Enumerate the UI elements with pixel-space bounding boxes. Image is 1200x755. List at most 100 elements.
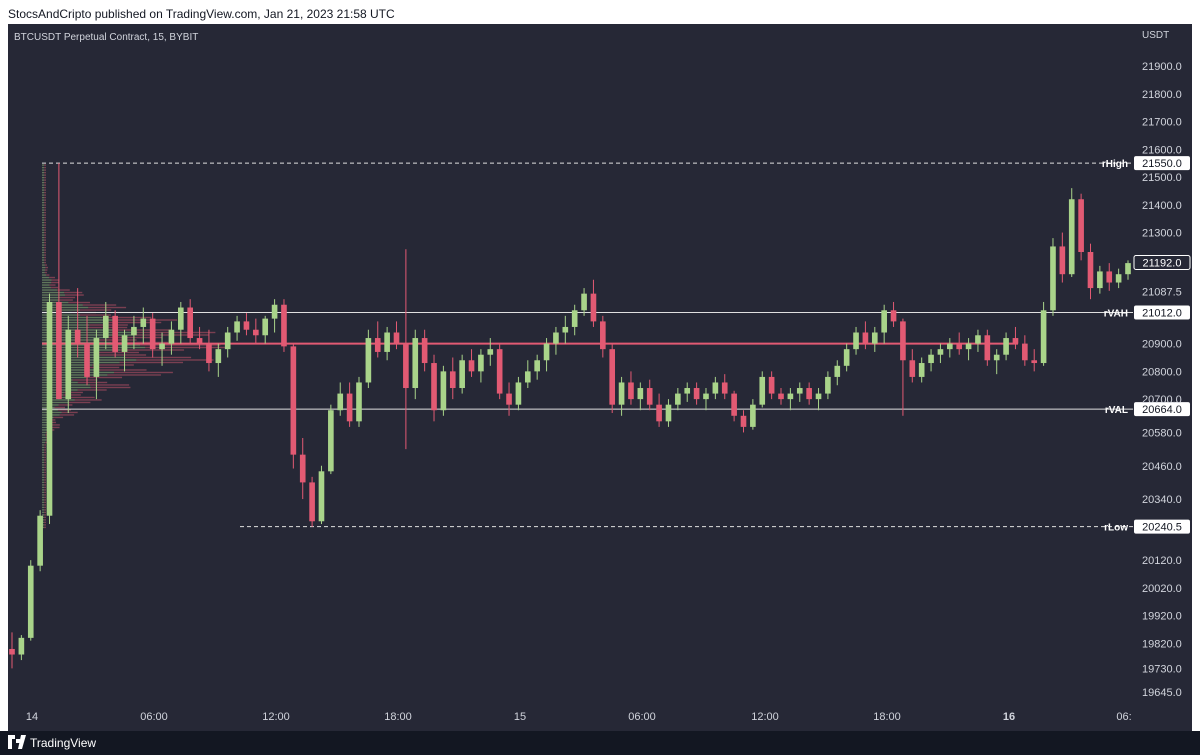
candle-body xyxy=(131,326,137,336)
volume-profile-sell-bar xyxy=(79,314,111,316)
volume-profile-buy-bar xyxy=(42,474,45,476)
price-axis[interactable]: 21900.0 21800.0 21700.0 21600.0 21500.0 21400… xyxy=(1142,61,1182,699)
candle-body xyxy=(281,304,287,347)
price-tick-label: 21087.5 xyxy=(1142,287,1182,299)
candle-body xyxy=(159,343,165,350)
candle-body xyxy=(215,349,222,364)
volume-profile-buy-bar xyxy=(42,276,50,279)
volume-profile-buy-bar xyxy=(42,499,45,501)
volume-profile-buy-bar xyxy=(42,511,45,514)
volume-profile-buy-bar xyxy=(42,334,134,336)
volume-profile-buy-bar xyxy=(42,464,45,466)
time-tick-label: 18:00 xyxy=(873,711,901,723)
candle-body xyxy=(571,310,578,327)
candle-body xyxy=(149,318,156,350)
volume-profile-sell-bar xyxy=(44,194,46,196)
volume-profile-buy-bar xyxy=(42,401,69,404)
candle-body xyxy=(825,376,831,394)
time-tick-label: 14 xyxy=(26,711,38,723)
candle-body xyxy=(328,410,334,472)
candle-body xyxy=(365,338,372,383)
volume-profile-sell-bar xyxy=(60,296,76,299)
volume-profile-buy-bar xyxy=(42,366,85,369)
candle-body xyxy=(693,388,700,400)
volume-profile-buy-bar xyxy=(42,289,58,291)
candle-body xyxy=(459,360,465,389)
volume-profile-sell-bar xyxy=(68,301,90,304)
volume-profile-buy-bar xyxy=(42,306,89,309)
volume-profile-sell-bar xyxy=(44,459,46,461)
candle-body xyxy=(74,329,81,344)
publish-info: StocsAndCripto published on TradingView.… xyxy=(8,7,395,21)
level-price-label: 20240.5 xyxy=(1142,522,1182,534)
price-tick-label: 19645.0 xyxy=(1142,687,1182,699)
price-tick-label: 20580.0 xyxy=(1142,427,1182,439)
candle-body xyxy=(534,360,540,372)
volume-profile-sell-bar xyxy=(45,434,48,436)
level-price-label: 21550.0 xyxy=(1142,158,1182,170)
volume-profile-sell-bar xyxy=(61,411,78,414)
candle-body xyxy=(440,371,447,411)
volume-profile-buy-bar xyxy=(42,469,45,471)
candle-body xyxy=(224,332,231,350)
volume-profile-buy-bar xyxy=(42,501,45,504)
price-tick-label: 21900.0 xyxy=(1142,61,1182,73)
volume-profile-sell-bar xyxy=(44,234,46,236)
volume-profile-buy-bar xyxy=(42,169,45,171)
volume-profile-sell-bar xyxy=(145,346,230,349)
time-tick-label: 15 xyxy=(514,711,526,723)
candle-body xyxy=(543,343,550,361)
volume-profile-sell-bar xyxy=(44,236,46,239)
volume-profile-sell-bar xyxy=(70,396,95,399)
volume-profile-sell-bar xyxy=(119,361,184,364)
volume-profile-sell-bar xyxy=(44,209,46,211)
candle-body xyxy=(984,335,991,361)
volume-profile-sell-bar xyxy=(54,406,66,409)
volume-profile-buy-bar xyxy=(42,504,45,506)
volume-profile-buy-bar xyxy=(42,476,45,479)
volume-profile-buy-bar xyxy=(42,446,45,449)
volume-profile-sell-bar xyxy=(44,499,46,501)
volume-profile-sell-bar xyxy=(44,196,46,199)
volume-profile-sell-bar xyxy=(49,276,56,279)
candle-body xyxy=(403,343,409,389)
volume-profile-buy-bar xyxy=(42,509,45,511)
volume-profile-sell-bar xyxy=(44,244,46,246)
volume-profile-sell-bar xyxy=(51,426,60,429)
candle-body xyxy=(900,321,906,361)
candle-body xyxy=(318,471,325,522)
volume-profile-buy-bar xyxy=(42,216,45,219)
volume-profile-buy-bar xyxy=(42,181,45,184)
candle-body xyxy=(253,329,259,336)
volume-profile-buy-bar xyxy=(42,204,45,206)
time-tick-label: 16 xyxy=(1003,711,1015,723)
volume-profile-buy-bar xyxy=(42,236,45,239)
volume-profile-sell-bar xyxy=(44,201,46,204)
volume-profile-sell-bar xyxy=(57,409,72,411)
volume-profile-buy-bar xyxy=(42,231,45,234)
candle-body xyxy=(806,388,812,400)
volume-profile-sell-bar xyxy=(44,261,46,264)
price-tick-label: 21700.0 xyxy=(1142,117,1182,129)
chart-frame[interactable] xyxy=(8,24,1192,731)
volume-profile-buy-bar xyxy=(42,496,45,499)
time-tick-label: 12:00 xyxy=(751,711,779,723)
candle-body xyxy=(703,393,709,400)
volume-profile-sell-bar xyxy=(44,516,46,519)
volume-profile-buy-bar xyxy=(42,449,45,451)
volume-profile-buy-bar xyxy=(42,516,45,519)
volume-profile-buy-bar xyxy=(42,269,45,271)
volume-profile-sell-bar xyxy=(44,269,48,271)
last-price-badge xyxy=(1133,255,1191,271)
volume-profile-buy-bar xyxy=(42,436,46,439)
time-axis[interactable]: 14 06:00 12:00 18:00 15 06:00 12:00 18:00 16 06: xyxy=(26,711,1132,723)
candle-body xyxy=(928,354,934,364)
volume-profile-buy-bar xyxy=(42,171,45,174)
candle-body xyxy=(890,310,897,322)
volume-profile-buy-bar xyxy=(42,376,87,379)
volume-profile-sell-bar xyxy=(44,504,46,506)
candle-body xyxy=(712,382,719,394)
volume-profile-sell-bar xyxy=(86,376,123,379)
volume-profile-sell-bar xyxy=(44,461,46,464)
